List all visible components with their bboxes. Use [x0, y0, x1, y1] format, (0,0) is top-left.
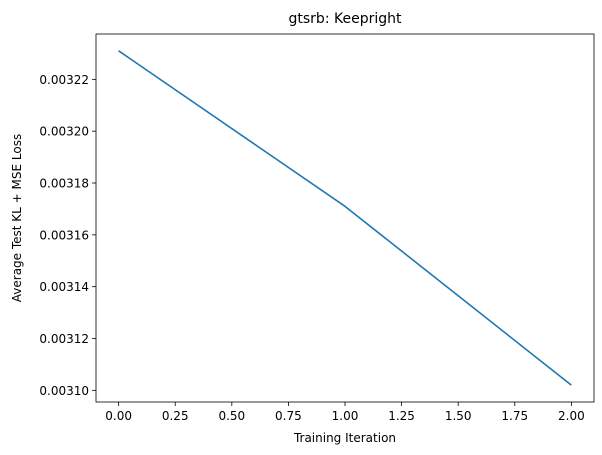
x-axis-label: Training Iteration — [293, 431, 396, 445]
x-tick-label: 2.00 — [558, 409, 585, 423]
x-tick-label: 1.50 — [445, 409, 472, 423]
y-tick-label: 0.00310 — [39, 384, 89, 398]
x-tick-label: 1.75 — [501, 409, 528, 423]
y-tick-label: 0.00318 — [39, 177, 89, 191]
y-tick-label: 0.00320 — [39, 125, 89, 139]
series-line — [118, 50, 572, 386]
series-layer — [118, 50, 572, 386]
y-tick-label: 0.00312 — [39, 332, 89, 346]
x-axis-ticks: 0.00 0.25 0.50 0.75 1.00 1.25 1.50 1.75 2.00 — [105, 402, 585, 423]
plot-area — [95, 33, 595, 403]
y-axis-label: Average Test KL + MSE Loss — [10, 134, 24, 302]
x-tick-label: 0.25 — [162, 409, 189, 423]
y-tick-label: 0.00322 — [39, 73, 89, 87]
x-tick-label: 0.75 — [275, 409, 302, 423]
chart-title: gtsrb: Keepright — [289, 11, 402, 27]
plot-frame — [95, 33, 595, 403]
x-tick-label: 0.50 — [218, 409, 245, 423]
x-tick-label: 1.00 — [332, 409, 359, 423]
y-tick-label: 0.00316 — [39, 228, 89, 242]
x-tick-label: 1.25 — [388, 409, 415, 423]
x-tick-label: 0.00 — [105, 409, 132, 423]
y-tick-label: 0.00314 — [39, 280, 89, 294]
y-axis-ticks: 0.00310 0.00312 0.00314 0.00316 0.00318 0.003… — [39, 73, 96, 398]
